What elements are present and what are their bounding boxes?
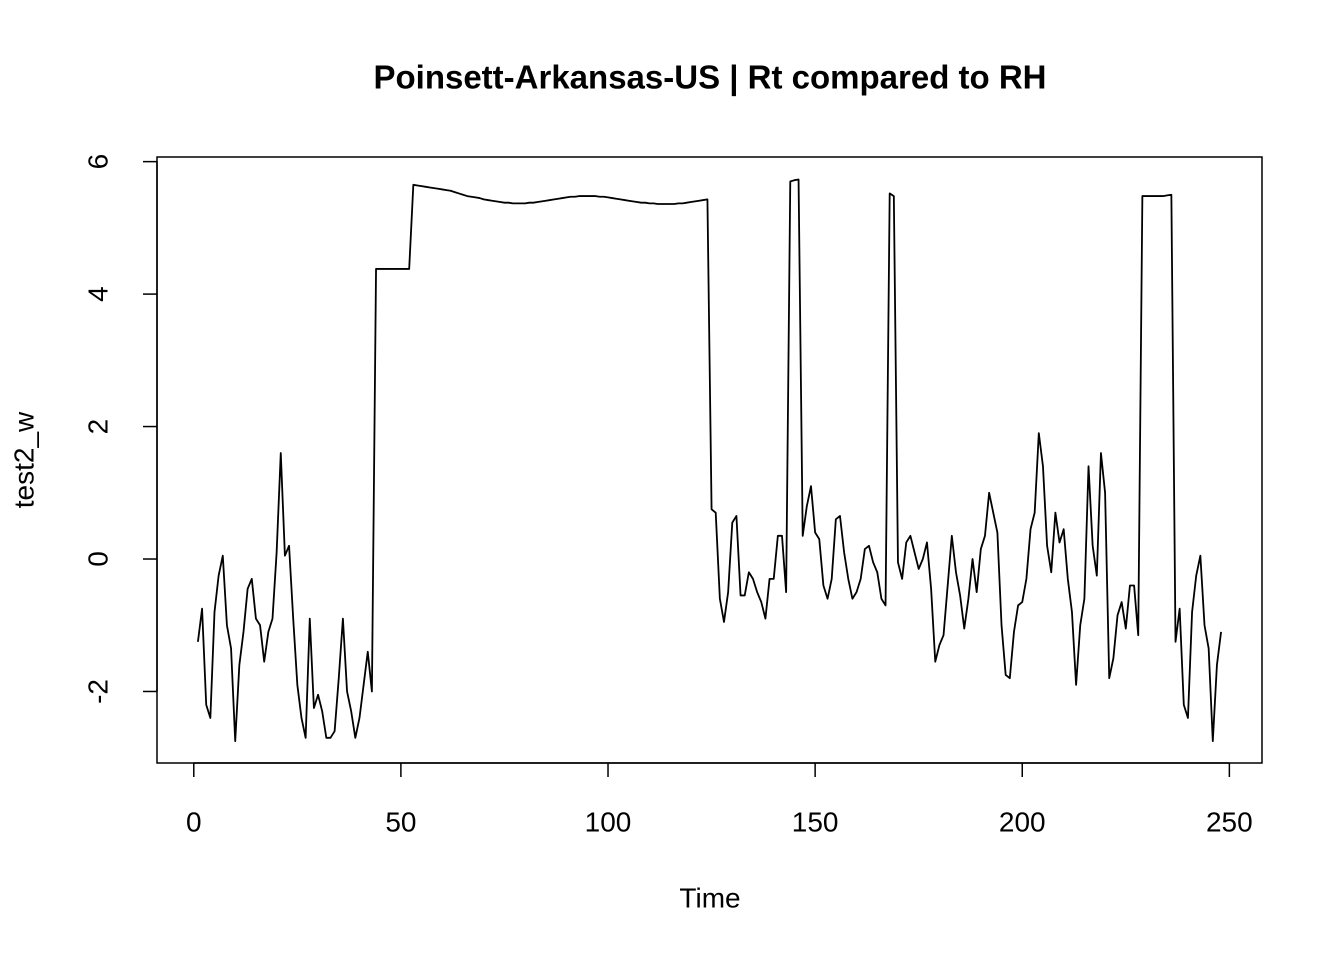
chart-title: Poinsett-Arkansas-US | Rt compared to RH xyxy=(373,59,1046,96)
x-tick-label: 250 xyxy=(1206,806,1253,837)
x-tick-label: 50 xyxy=(385,806,416,837)
y-tick-label: -2 xyxy=(82,679,113,704)
y-axis-label: test2_w xyxy=(8,411,39,508)
x-tick-label: 100 xyxy=(585,806,632,837)
y-tick-label: 4 xyxy=(82,286,113,302)
x-tick-label: 200 xyxy=(999,806,1046,837)
series-line xyxy=(197,178,1222,743)
y-tick-label: 6 xyxy=(82,154,113,170)
y-tick-label: 0 xyxy=(82,551,113,567)
x-axis-label: Time xyxy=(679,882,740,913)
x-tick-label: 0 xyxy=(186,806,202,837)
x-tick-label: 150 xyxy=(792,806,839,837)
y-tick-label: 2 xyxy=(82,419,113,435)
